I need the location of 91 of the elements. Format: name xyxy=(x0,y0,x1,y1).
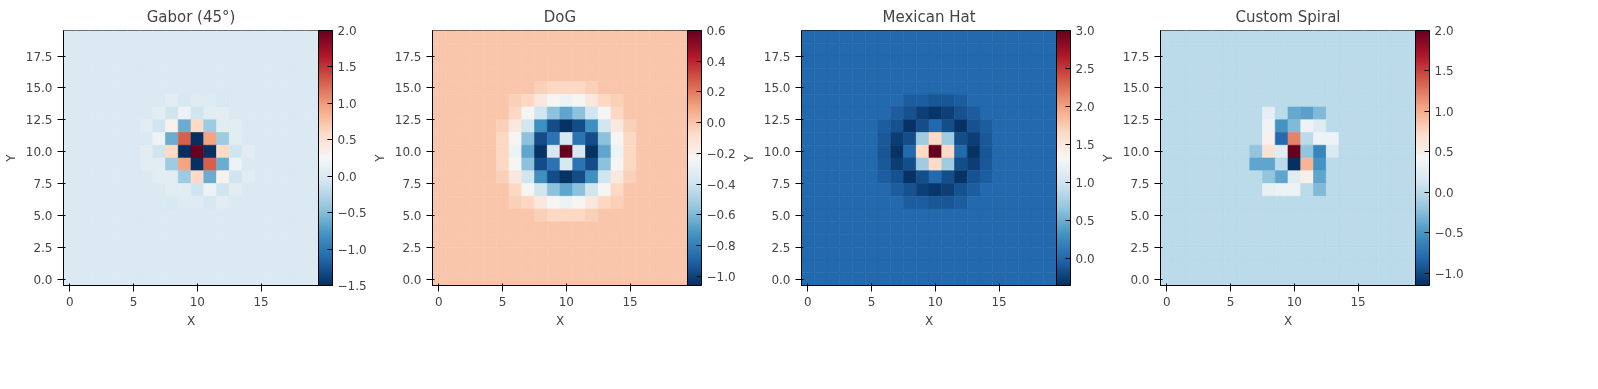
x-axis-title: X xyxy=(924,313,934,328)
x-tick-label: 15 xyxy=(991,294,1007,309)
x-tick-label: 5 xyxy=(498,294,507,309)
color-bar-label: 0.5 xyxy=(1434,145,1454,160)
y-tick-label: 12.5 xyxy=(763,113,791,128)
y-tick-label: 17.5 xyxy=(394,49,422,64)
color-bar-label: 0.6 xyxy=(706,24,726,38)
x-tick-label: 5 xyxy=(129,294,138,309)
y-tick-label: 15.0 xyxy=(394,81,422,96)
y-tick-label: 12.5 xyxy=(394,113,422,128)
color-bar-label: 0.0 xyxy=(337,169,357,184)
x-tick-label: 10 xyxy=(189,294,206,309)
chart-title: Custom Spiral xyxy=(1235,7,1341,26)
x-tick-label: 15 xyxy=(253,294,269,309)
x-tick-label: 15 xyxy=(622,294,638,309)
chart-title: Mexican Hat xyxy=(882,7,976,26)
y-tick-label: 2.5 xyxy=(33,240,53,255)
y-tick-label: 15.0 xyxy=(1122,81,1150,96)
color-bar-label: −0.5 xyxy=(1434,226,1464,241)
y-tick-label: 5.0 xyxy=(402,208,422,223)
color-bar-label: 2.0 xyxy=(337,24,357,38)
x-tick-label: 10 xyxy=(927,294,944,309)
color-bar-label: −0.5 xyxy=(337,206,367,221)
color-bar-label: −0.4 xyxy=(706,177,736,192)
y-tick-label: 10.0 xyxy=(394,145,422,160)
y-tick-label: 12.5 xyxy=(1122,113,1150,128)
color-bar-label: 1.0 xyxy=(1434,104,1454,119)
color-bar-label: 2.5 xyxy=(1075,61,1095,76)
y-tick-label: 15.0 xyxy=(763,81,791,96)
x-tick-label: 0 xyxy=(804,294,812,309)
y-tick-label: 2.5 xyxy=(1130,240,1150,255)
color-bar-label: 1.5 xyxy=(1434,64,1454,79)
y-tick-label: 2.5 xyxy=(771,240,791,255)
y-axis-title: Y xyxy=(741,153,756,163)
y-tick-label: 7.5 xyxy=(1130,177,1150,191)
y-tick-label: 0.0 xyxy=(33,272,53,287)
x-tick-label: 15 xyxy=(1350,294,1366,309)
y-tick-label: 17.5 xyxy=(25,49,53,64)
x-tick-label: 5 xyxy=(1226,294,1235,309)
x-tick-label: 10 xyxy=(558,294,575,309)
color-bar-label: 0.5 xyxy=(337,133,357,148)
x-tick-label: 0 xyxy=(66,294,74,309)
x-tick-label: 0 xyxy=(1163,294,1171,309)
y-tick-label: 7.5 xyxy=(402,177,422,191)
color-bar-label: 3.0 xyxy=(1075,24,1095,38)
color-bar-label: 1.5 xyxy=(337,60,357,75)
color-bar-label: −1.0 xyxy=(706,269,736,284)
color-bar-label: −0.2 xyxy=(706,146,736,161)
x-axis-title: X xyxy=(1283,313,1293,328)
color-bar-label: 0.4 xyxy=(706,54,726,69)
color-bar-label: 0.0 xyxy=(706,116,726,131)
color-bar-label: −1.0 xyxy=(1434,266,1464,281)
color-bar-label: 1.0 xyxy=(337,96,357,111)
y-tick-label: 5.0 xyxy=(33,208,53,223)
x-axis-title: X xyxy=(555,313,565,328)
x-tick-label: 0 xyxy=(435,294,443,309)
y-tick-label: 0.0 xyxy=(402,272,422,287)
chart-title: Gabor (45°) xyxy=(146,7,236,26)
x-tick-label: 5 xyxy=(867,294,876,309)
color-bar-label: 2.0 xyxy=(1075,99,1095,114)
y-tick-label: 15.0 xyxy=(25,81,53,96)
chart-title: DoG xyxy=(543,7,577,26)
y-tick-label: 0.0 xyxy=(1130,272,1150,287)
y-tick-label: 0.0 xyxy=(771,272,791,287)
y-tick-label: 7.5 xyxy=(771,177,791,191)
color-bar-label: −1.5 xyxy=(337,279,367,293)
color-bar-label: −0.8 xyxy=(706,239,736,254)
y-tick-label: 7.5 xyxy=(33,177,53,191)
color-bar-label: −1.0 xyxy=(337,242,367,257)
y-tick-label: 10.0 xyxy=(1122,145,1150,160)
y-tick-label: 17.5 xyxy=(1122,49,1150,64)
color-bar-label: 2.0 xyxy=(1434,24,1454,38)
color-bar-label: 0.5 xyxy=(1075,213,1095,228)
y-tick-label: 10.0 xyxy=(25,145,53,160)
y-tick-label: 12.5 xyxy=(25,113,53,128)
x-tick-label: 10 xyxy=(1286,294,1303,309)
x-axis-title: X xyxy=(186,313,196,328)
y-tick-label: 10.0 xyxy=(763,145,791,160)
y-tick-label: 5.0 xyxy=(771,208,791,223)
y-axis-title: Y xyxy=(1100,153,1115,163)
y-axis-title: Y xyxy=(3,153,18,163)
color-bar-label: −0.6 xyxy=(706,208,736,223)
color-bar-label: 0.2 xyxy=(706,85,726,100)
y-axis-title: Y xyxy=(372,153,387,163)
color-bar-label: 1.0 xyxy=(1075,175,1095,190)
color-bar-label: 0.0 xyxy=(1434,185,1454,200)
y-tick-label: 5.0 xyxy=(1130,208,1150,223)
color-bar-label: 0.0 xyxy=(1075,251,1095,266)
y-tick-label: 2.5 xyxy=(402,240,422,255)
color-bar-label: 1.5 xyxy=(1075,137,1095,152)
y-tick-label: 17.5 xyxy=(763,49,791,64)
